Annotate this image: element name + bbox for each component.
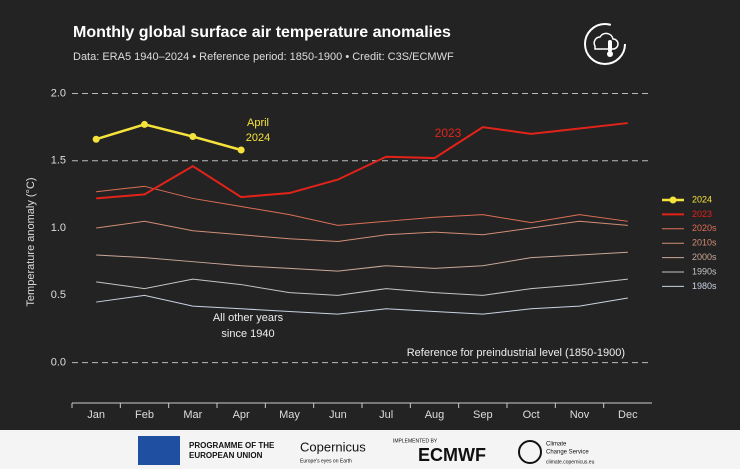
x-tick-label: Jan bbox=[87, 409, 105, 421]
annotation: 2024 bbox=[246, 132, 270, 144]
point bbox=[141, 120, 148, 128]
legend-label: 1980s bbox=[692, 281, 717, 291]
x-tick-label: Aug bbox=[425, 409, 445, 421]
chart-title: Monthly global surface air temperature a… bbox=[73, 24, 451, 41]
x-tick-label: Feb bbox=[135, 409, 154, 421]
eu-text: PROGRAMME OF THE bbox=[189, 441, 275, 450]
series-line bbox=[96, 185, 628, 226]
eu-flag bbox=[138, 436, 180, 465]
ecmwf: ECMWF bbox=[418, 445, 486, 465]
x-tick-label: Jun bbox=[329, 409, 347, 421]
x-tick-label: Mar bbox=[183, 409, 202, 421]
series-line bbox=[96, 220, 628, 243]
series-line bbox=[96, 294, 628, 315]
logo bbox=[584, 23, 626, 65]
y-tick-label: 0.5 bbox=[51, 289, 66, 301]
c3s: Climate bbox=[546, 442, 567, 448]
implemented: IMPLEMENTED BY bbox=[393, 438, 438, 444]
legend-label: 1990s bbox=[692, 266, 717, 276]
x-tick-label: Jul bbox=[379, 409, 393, 421]
series-line bbox=[96, 278, 628, 296]
legend-label: 2010s bbox=[692, 238, 717, 248]
series-line bbox=[96, 122, 628, 200]
annotation: 2023 bbox=[435, 126, 462, 140]
series-line bbox=[96, 251, 628, 272]
y-tick-label: 1.5 bbox=[51, 155, 66, 167]
annotation: since 1940 bbox=[221, 328, 274, 340]
y-tick-label: 0.0 bbox=[51, 357, 66, 369]
chart-subtitle: Data: ERA5 1940–2024 • Reference period:… bbox=[73, 51, 454, 63]
annotation: All other years bbox=[213, 312, 284, 324]
copernicus-sub: Europe's eyes on Earth bbox=[300, 458, 352, 464]
legend-label: 2024 bbox=[692, 194, 712, 204]
y-axis-label: Temperature anomaly (°C) bbox=[25, 177, 37, 306]
point bbox=[189, 133, 197, 141]
background bbox=[0, 0, 740, 430]
y-tick-label: 1.0 bbox=[51, 222, 66, 234]
legend-marker bbox=[669, 196, 677, 204]
c3s: Change Service bbox=[546, 450, 589, 456]
y-tick-label: 2.0 bbox=[51, 87, 66, 99]
c3s-url: climate.copernicus.eu bbox=[546, 459, 595, 465]
legend-label: 2023 bbox=[692, 209, 712, 219]
point bbox=[92, 135, 100, 143]
footer-background bbox=[0, 430, 740, 469]
point bbox=[237, 146, 245, 154]
annotation: April bbox=[247, 117, 269, 129]
footer: PROGRAMME OF THE EUROPEAN UNION Copernic… bbox=[138, 436, 595, 465]
x-tick-label: Dec bbox=[618, 409, 638, 421]
legend-label: 2000s bbox=[692, 252, 717, 262]
copernicus: Copernicus bbox=[300, 439, 366, 454]
x-tick-label: Nov bbox=[570, 409, 590, 421]
x-tick-label: May bbox=[279, 409, 300, 421]
x-tick-label: Apr bbox=[233, 409, 250, 421]
x-tick-label: Oct bbox=[523, 409, 540, 421]
series-line bbox=[95, 123, 242, 152]
eu-text: EUROPEAN UNION bbox=[189, 451, 263, 460]
legend-label: 2020s bbox=[692, 223, 717, 233]
annotation: Reference for preindustrial level (1850-… bbox=[407, 347, 625, 359]
x-tick-label: Sep bbox=[473, 409, 493, 421]
